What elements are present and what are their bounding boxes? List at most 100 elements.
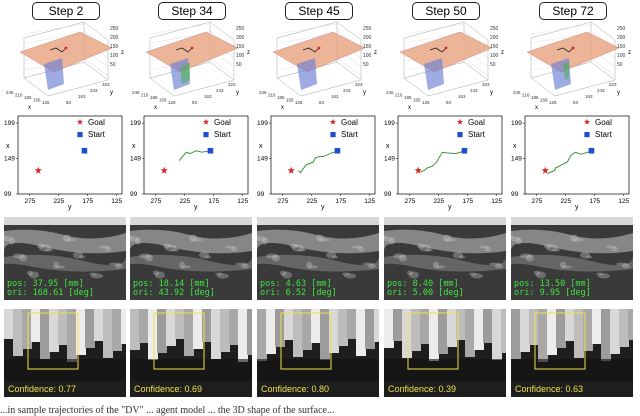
x-tick-label: 125 bbox=[111, 198, 122, 205]
y-tick-label: 163 bbox=[331, 94, 339, 99]
axis-box-edge bbox=[530, 21, 592, 39]
legend-goal-label: Goal bbox=[88, 118, 105, 127]
trajectory-path bbox=[420, 150, 466, 173]
grid-line bbox=[83, 21, 109, 41]
axis-box-edge bbox=[276, 21, 338, 39]
volume-projection bbox=[297, 58, 317, 90]
step-column: Step 72 250 200 150 100 50 z 246 216 186 156 126 x 83… bbox=[511, 0, 633, 416]
z-axis-label: z bbox=[121, 50, 124, 56]
x-tick-label: 126 bbox=[549, 100, 557, 105]
y-tick-label: 149 bbox=[257, 156, 268, 163]
x-axis-label: y bbox=[448, 204, 452, 211]
legend-start-label: Start bbox=[595, 130, 613, 139]
x-tick-label: 125 bbox=[618, 198, 629, 205]
y-tick-label: 243 bbox=[597, 88, 605, 93]
axis-box-edge bbox=[336, 61, 362, 81]
probe-trajectory-3d bbox=[49, 47, 67, 53]
x-tick-label: 216 bbox=[268, 93, 276, 98]
step-label: Step 2 bbox=[32, 2, 100, 20]
legend-start-icon bbox=[584, 132, 590, 138]
axis-box-edge bbox=[530, 77, 556, 97]
plot-frame bbox=[397, 115, 503, 195]
y-tick-label: 149 bbox=[130, 156, 141, 163]
axis-box-edge bbox=[83, 61, 109, 81]
x-axis-label: y bbox=[68, 204, 72, 211]
z-tick-label: 50 bbox=[110, 62, 116, 68]
axis-box-edge bbox=[403, 77, 429, 97]
y-tick-label: 163 bbox=[204, 94, 212, 99]
legend-goal-icon bbox=[330, 118, 336, 125]
x-tick-label: 156 bbox=[33, 98, 41, 103]
ori-value: 6.52 [deg] bbox=[285, 288, 337, 298]
x-tick-label: 175 bbox=[208, 198, 219, 205]
z-tick-label: 100 bbox=[236, 53, 245, 59]
x-tick-label: 246 bbox=[6, 90, 14, 95]
y-tick-label: 163 bbox=[78, 94, 86, 99]
x-tick-label: 125 bbox=[364, 198, 375, 205]
x-tick-label: 125 bbox=[491, 198, 502, 205]
goal-marker bbox=[160, 166, 168, 174]
pos-prefix: pos: bbox=[514, 279, 535, 289]
step-column: Step 2 250 200 150 100 50 z 246 216 186 156 126 x 83 1… bbox=[4, 0, 126, 416]
z-axis-label: z bbox=[501, 50, 504, 56]
position-error-line: pos: 18.14 [mm] bbox=[133, 280, 210, 289]
z-tick-label: 100 bbox=[363, 53, 372, 59]
surface-mesh bbox=[272, 31, 366, 73]
y-axis-label: x bbox=[6, 143, 10, 150]
x-tick-label: 175 bbox=[335, 198, 346, 205]
x-axis-label: x bbox=[154, 105, 157, 110]
y-tick-label: 199 bbox=[384, 120, 395, 127]
x-tick-label: 246 bbox=[132, 90, 140, 95]
confidence-region-box bbox=[27, 312, 79, 370]
grid-line bbox=[403, 23, 465, 35]
y-tick-label: 163 bbox=[585, 94, 593, 99]
pos-prefix: pos: bbox=[260, 279, 281, 289]
x-tick-label: 156 bbox=[540, 98, 548, 103]
ultrasound-texture bbox=[4, 217, 126, 300]
confidence-region-box bbox=[407, 312, 459, 370]
start-marker bbox=[461, 147, 468, 154]
axis-box-edge bbox=[554, 79, 616, 97]
z-tick-label: 150 bbox=[110, 44, 119, 50]
orientation-error-line: ori: 5.00 [deg] bbox=[387, 289, 464, 298]
x-tick-label: 275 bbox=[405, 198, 416, 205]
y-tick-label: 323 bbox=[355, 82, 363, 87]
goal-marker-3d bbox=[571, 46, 575, 50]
axis-box-edge bbox=[427, 79, 489, 97]
y-axis-label: x bbox=[259, 143, 263, 150]
z-tick-label: 250 bbox=[236, 26, 245, 32]
position-error-line: pos: 4.63 [mm] bbox=[260, 280, 332, 289]
x-axis-label: x bbox=[408, 105, 411, 110]
goal-marker-3d bbox=[444, 46, 448, 50]
z-tick-label: 250 bbox=[490, 26, 499, 32]
legend-start-label: Start bbox=[214, 130, 232, 139]
axis-box-edge bbox=[47, 79, 109, 97]
pos-value: 4.63 [mm] bbox=[285, 279, 332, 289]
y-tick-label: 243 bbox=[470, 88, 478, 93]
z-tick-label: 250 bbox=[617, 26, 626, 32]
y-axis-label: y bbox=[236, 90, 239, 96]
grid-line bbox=[83, 57, 109, 77]
legend-goal-label: Goal bbox=[595, 118, 612, 127]
y-tick-label: 323 bbox=[609, 82, 617, 87]
legend-goal-icon bbox=[77, 118, 83, 125]
z-axis-label: z bbox=[247, 50, 250, 56]
x-tick-label: 156 bbox=[413, 98, 421, 103]
legend-start-icon bbox=[77, 132, 83, 138]
goal-marker-3d bbox=[317, 46, 321, 50]
axis-box-edge bbox=[149, 77, 175, 97]
ultrasound-image: pos: 8.40 [mm] ori: 5.00 [deg] bbox=[384, 217, 506, 300]
ultrasound-image: pos: 13.50 [mm] ori: 9.95 [deg] bbox=[511, 217, 633, 300]
z-tick-label: 250 bbox=[110, 26, 119, 32]
y-tick-label: 323 bbox=[102, 82, 110, 87]
x-tick-label: 156 bbox=[159, 98, 167, 103]
grid-line bbox=[336, 57, 362, 77]
step-label: Step 45 bbox=[285, 2, 353, 20]
pos-prefix: pos: bbox=[387, 279, 408, 289]
plot-frame bbox=[270, 115, 376, 195]
segmentation-map bbox=[130, 309, 252, 397]
ori-prefix: ori: bbox=[260, 288, 281, 298]
y-tick-label: 163 bbox=[458, 94, 466, 99]
legend-goal-icon bbox=[203, 118, 209, 125]
z-tick-label: 50 bbox=[363, 62, 369, 68]
